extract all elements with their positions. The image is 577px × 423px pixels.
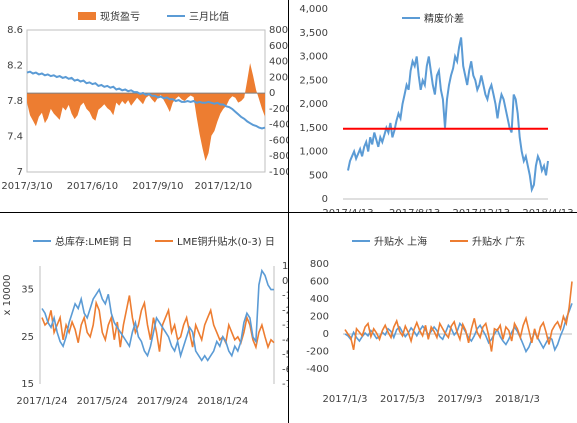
legend-three-month-ratio-label: 三月比值: [189, 10, 229, 23]
y-tick-label: 400: [310, 294, 329, 305]
legend-guangdong-label: 升贴水 广东: [472, 235, 525, 248]
x-tick-label: 2018/1/3: [495, 394, 540, 405]
y-right-tick-label: -800: [269, 151, 288, 162]
y-axis-label: x 10000: [2, 275, 13, 316]
y-tick-label: 2,500: [299, 75, 328, 86]
x-tick-label: 2017/1/3: [323, 394, 368, 405]
x-tick-label: 2017/9/24: [137, 396, 188, 407]
y-left-tick-label: 15: [21, 379, 34, 390]
y-right-tick-label: 0: [282, 276, 288, 287]
y-right-tick-label: -40: [282, 335, 288, 346]
y-tick-label: -400: [306, 364, 329, 375]
series-guangdong-premium-line: [344, 281, 573, 352]
y-right-tick-label: -30: [282, 320, 288, 331]
y-right-tick-label: -600: [269, 135, 288, 146]
y-right-tick-label: 600: [269, 41, 288, 52]
y-tick-label: 200: [310, 312, 329, 323]
legend-spot-profit-label: 现货盈亏: [100, 10, 140, 23]
y-tick-label: 2,000: [299, 99, 328, 110]
legend-refined-scrap-spread-label: 精废价差: [424, 12, 464, 25]
legend-shanghai-label: 升贴水 上海: [374, 235, 427, 248]
y-tick-label: 3,500: [299, 28, 328, 39]
x-tick-label: 2017/12/10: [195, 181, 253, 192]
series-spot-profit-area: [27, 63, 265, 161]
y-right-tick-label: 200: [269, 72, 288, 83]
y-right-tick-label: -1000: [269, 167, 288, 178]
legend-spot-profit-swatch: [78, 12, 96, 20]
horizontal-divider: [0, 212, 577, 213]
x-tick-label: 2017/4/13: [322, 208, 373, 212]
vertical-divider: [288, 0, 289, 423]
x-tick-label: 2017/9/10: [132, 181, 183, 192]
y-right-tick-label: 400: [269, 57, 288, 68]
y-left-tick-label: 8.6: [7, 25, 23, 36]
x-tick-label: 2017/1/24: [16, 396, 67, 407]
y-right-tick-label: 800: [269, 25, 288, 36]
y-tick-label: -200: [306, 347, 329, 358]
x-tick-label: 2018/1/24: [197, 396, 248, 407]
series-lme-stock-line: [41, 268, 274, 362]
y-right-tick-label: -20: [282, 305, 288, 316]
y-right-tick-label: -200: [269, 104, 288, 115]
y-right-tick-label: -70: [282, 379, 288, 390]
y-right-tick-label: -10: [282, 291, 288, 302]
y-right-tick-label: -400: [269, 120, 288, 131]
legend-lme-stock-label: 总库存:LME铜 日: [55, 235, 132, 248]
chart-spot-profit-ratio: 800 600 400 200 0 -200 -400 -600 -800 -1000 7 7.4 7.…: [1, 10, 288, 192]
x-tick-label: 2018/4/13: [522, 208, 573, 212]
y-tick-label: 0: [322, 194, 328, 205]
series-three-month-ratio-line: [26, 70, 266, 130]
x-tick-label: 2017/12/13: [453, 208, 511, 212]
y-tick-label: 3,000: [299, 52, 328, 63]
x-tick-label: 2017/6/10: [67, 181, 118, 192]
chart-premium-shanghai-guangdong: 800 600 400 200 0 -200 -400 2017/1/3 2017/5/3 201…: [306, 235, 573, 405]
y-tick-label: 600: [310, 277, 329, 288]
y-right-tick-label: -50: [282, 350, 288, 361]
y-tick-label: 1,000: [299, 147, 328, 158]
y-right-tick-label: 0: [269, 88, 275, 99]
series-shanghai-premium-line: [344, 303, 573, 354]
y-left-tick-label: 7.4: [7, 132, 23, 143]
chart-lme-stock-spread: 15 25 35 10 0 -10 -20 -30 -40 -50 -60 -70 x 10000 201…: [2, 235, 288, 407]
y-left-tick-label: 25: [21, 332, 34, 343]
chart-refined-scrap-spread: 0 500 1,000 1,500 2,000 2,500 3,000 3,500 4,000 2…: [299, 4, 573, 212]
series-refined-scrap-spread-line: [347, 37, 549, 194]
y-right-tick-label: -60: [282, 364, 288, 375]
y-left-tick-label: 35: [21, 285, 34, 296]
y-tick-label: 0: [323, 329, 329, 340]
y-tick-label: 800: [310, 259, 329, 270]
y-tick-label: 4,000: [299, 4, 328, 15]
x-tick-label: 2017/3/10: [1, 181, 52, 192]
x-tick-label: 2017/5/24: [77, 396, 128, 407]
series-lme-spread-line: [41, 295, 275, 352]
x-tick-label: 2017/5/3: [380, 394, 425, 405]
legend-lme-spread-label: LME铜升贴水(0-3) 日: [177, 235, 275, 248]
y-left-tick-label: 7.8: [7, 96, 23, 107]
y-left-tick-label: 8.2: [7, 61, 23, 72]
y-tick-label: 500: [309, 170, 328, 181]
y-right-tick-label: 10: [282, 261, 288, 272]
x-tick-label: 2017/8/13: [389, 208, 440, 212]
x-tick-label: 2017/9/3: [437, 394, 482, 405]
y-left-tick-label: 7: [17, 167, 23, 178]
y-tick-label: 1,500: [299, 123, 328, 134]
